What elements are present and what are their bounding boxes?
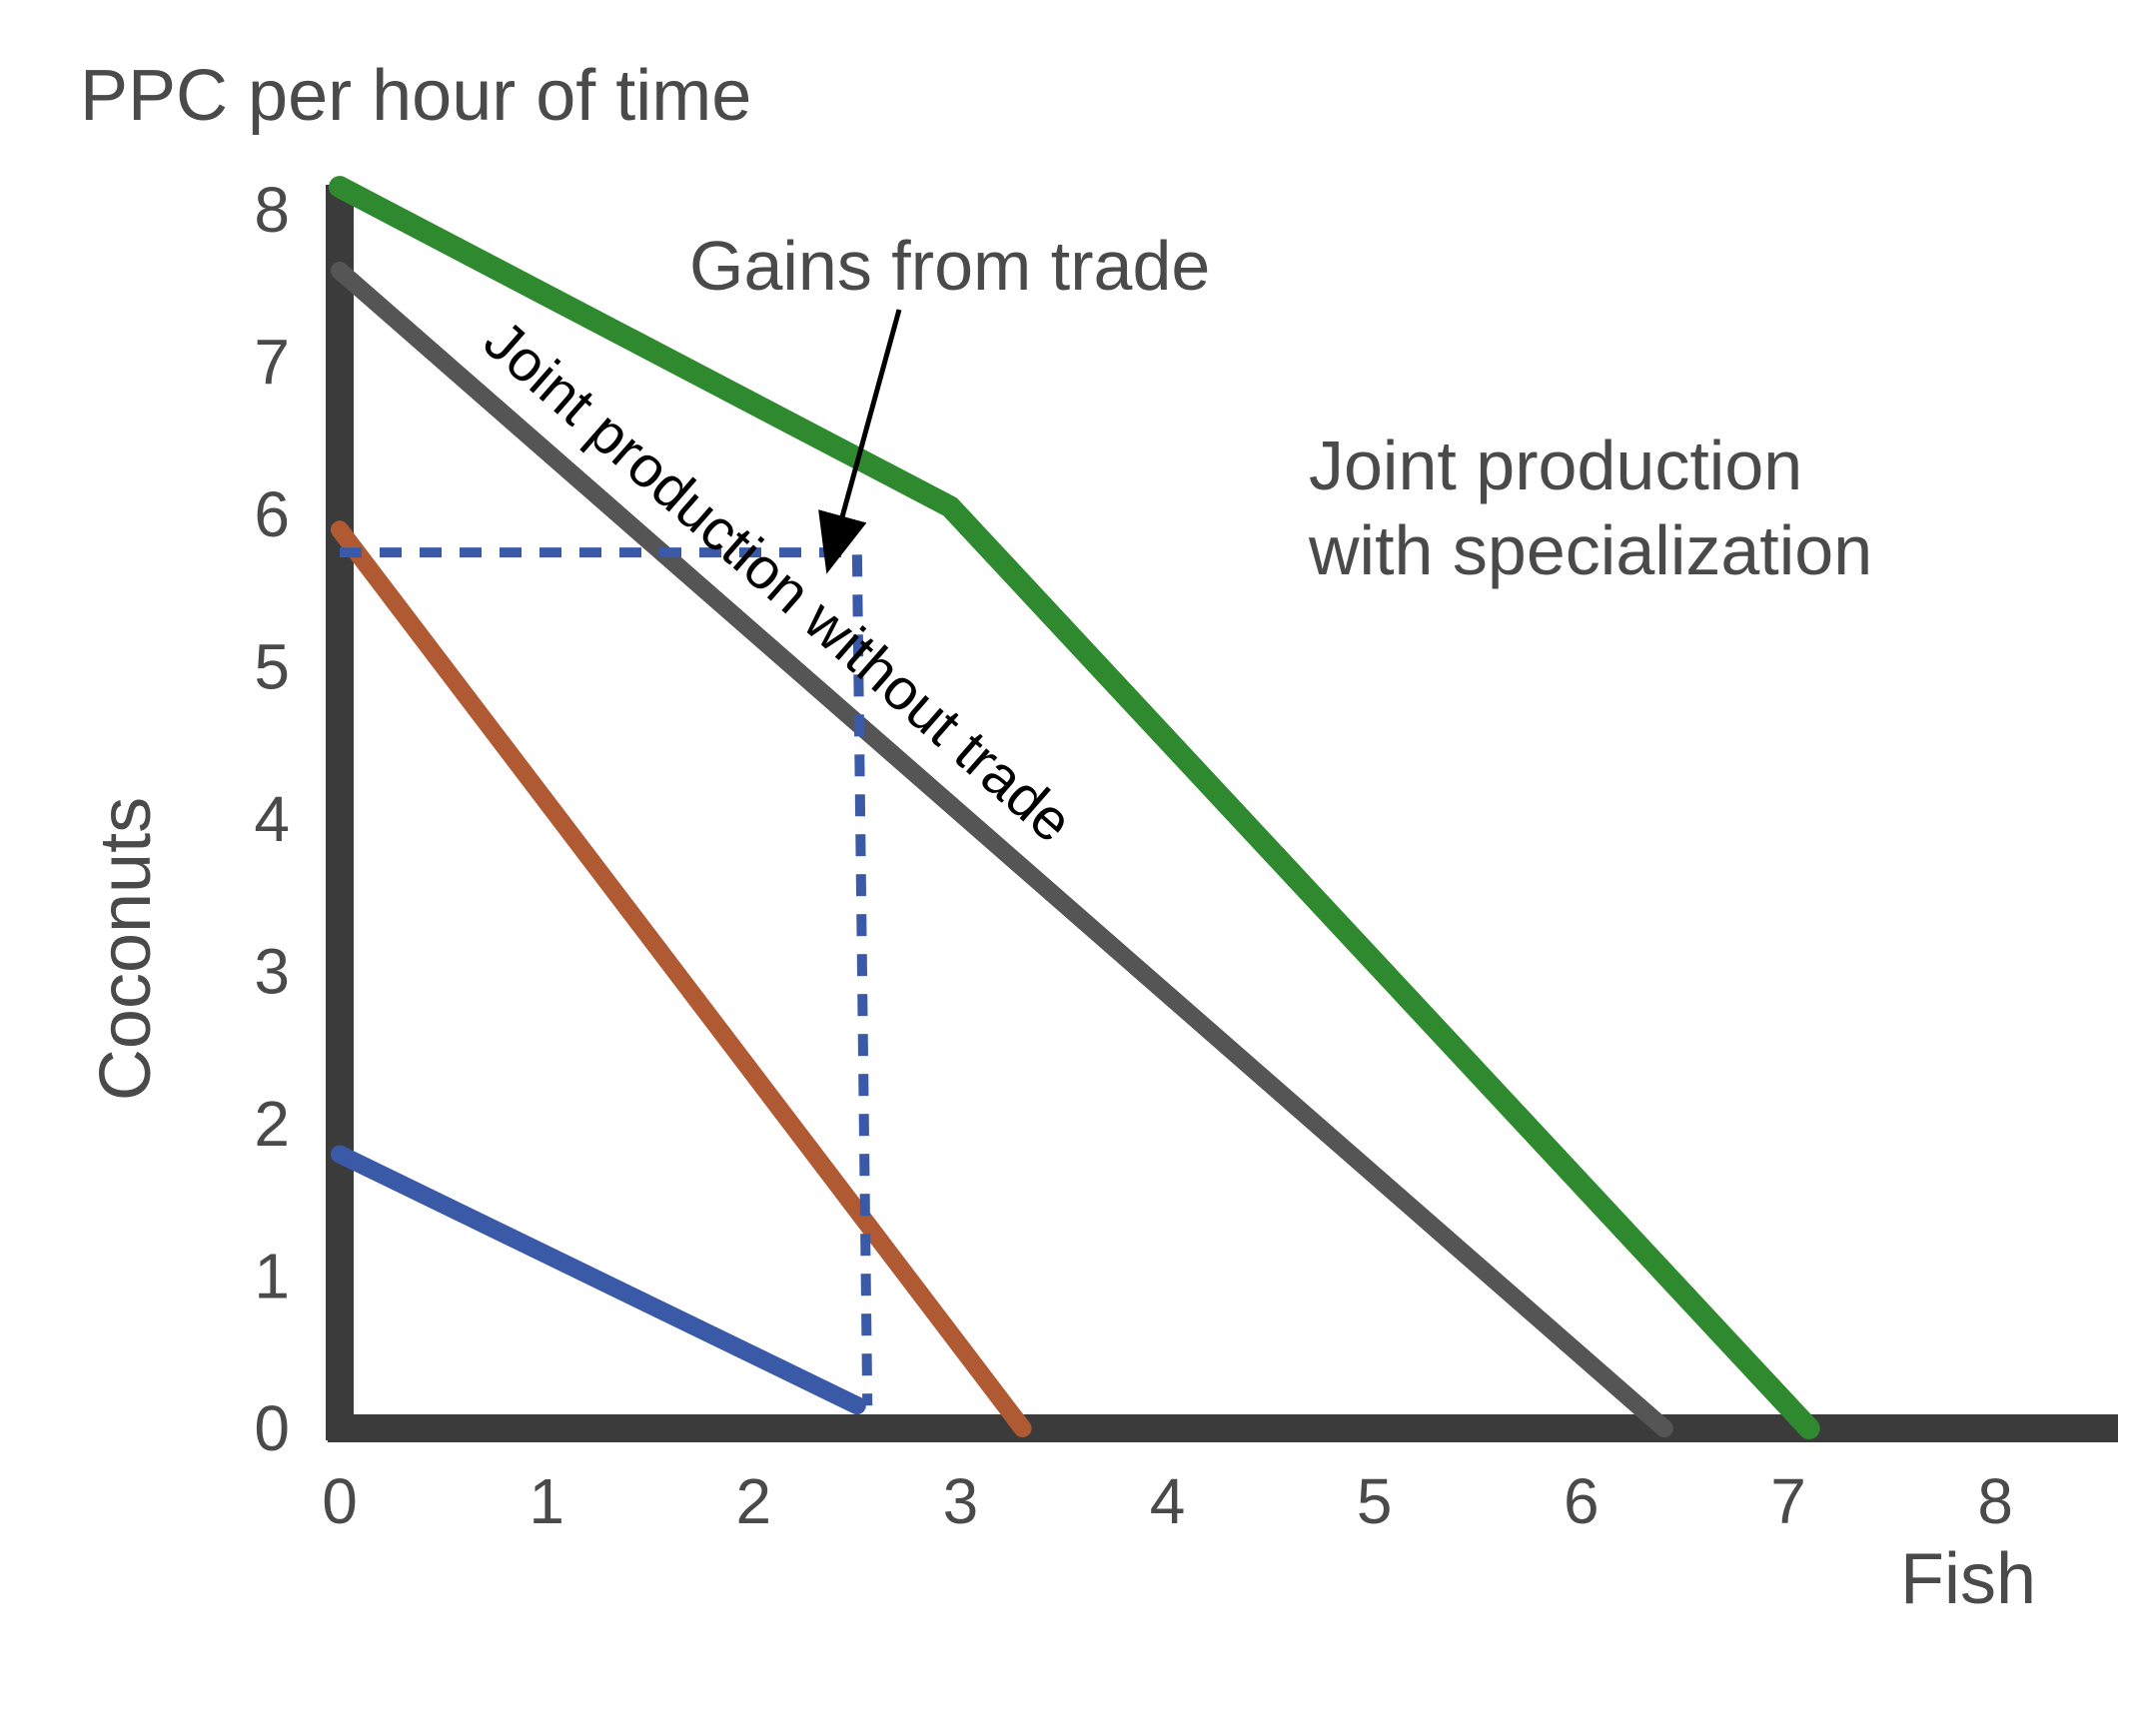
label-joint-specialization-2: with specialization	[1308, 511, 1872, 589]
x-tick-label: 0	[322, 1465, 358, 1537]
y-tick-label: 4	[254, 783, 290, 855]
x-tick-label: 6	[1564, 1465, 1599, 1537]
ppc-chart-svg: PPC per hour of time 0 1 2 3 4 5 6 7 8 0 1 2 3 4 5 6 7 8 Co…	[0, 0, 2132, 1736]
x-tick-label: 3	[943, 1465, 979, 1537]
chart-title: PPC per hour of time	[80, 56, 751, 136]
y-tick-label: 6	[254, 478, 290, 550]
x-tick-label: 8	[1977, 1465, 2013, 1537]
y-tick-label: 5	[254, 631, 290, 703]
label-gains-from-trade: Gains from trade	[689, 227, 1210, 305]
x-tick-label: 5	[1357, 1465, 1393, 1537]
y-tick-label: 7	[254, 327, 290, 399]
y-axis-label: Coconuts	[86, 797, 166, 1101]
x-tick-label: 2	[735, 1465, 771, 1537]
y-tick-label: 8	[254, 174, 290, 246]
y-tick-label: 0	[254, 1392, 290, 1464]
x-axis-label: Fish	[1900, 1539, 2036, 1619]
x-tick-label: 1	[529, 1465, 564, 1537]
x-tick-label: 4	[1150, 1465, 1186, 1537]
chart-container: PPC per hour of time 0 1 2 3 4 5 6 7 8 0 1 2 3 4 5 6 7 8 Co…	[0, 0, 2132, 1736]
y-tick-label: 1	[254, 1241, 290, 1312]
y-tick-label: 2	[254, 1088, 290, 1160]
y-tick-label: 3	[254, 936, 290, 1008]
label-joint-specialization-1: Joint production	[1309, 427, 1802, 504]
x-tick-label: 7	[1770, 1465, 1806, 1537]
